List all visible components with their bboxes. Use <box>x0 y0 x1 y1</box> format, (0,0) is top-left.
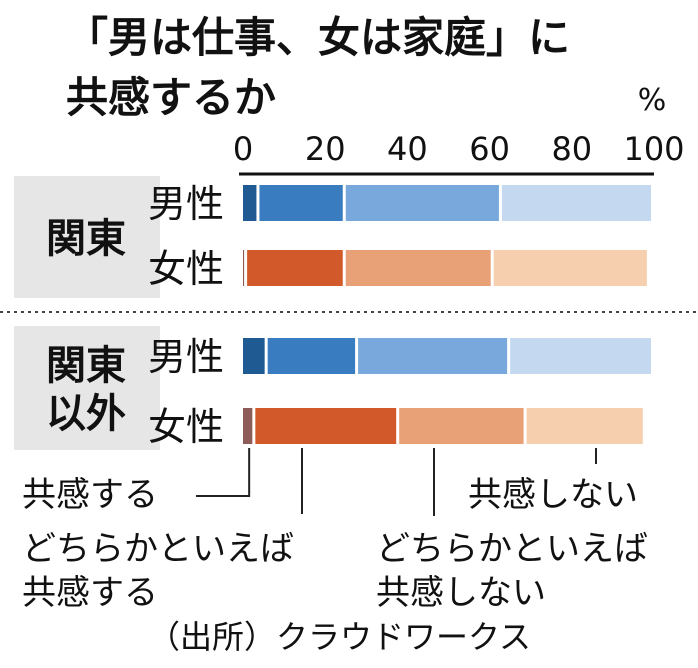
group-label: 関東 <box>46 216 126 262</box>
legend-label: どちらかといえば <box>22 529 294 569</box>
x-axis: % 0 20 40 60 80 100 <box>0 83 698 313</box>
leader-line <box>196 448 251 497</box>
group-box <box>14 176 160 298</box>
unit-label: % <box>638 83 667 118</box>
row-label: 男性 <box>148 335 224 379</box>
legend-label: どちらかといえば <box>376 529 648 569</box>
legend-label: 共感しない <box>376 573 546 613</box>
bar-segment <box>247 250 343 286</box>
bar-segment <box>510 338 651 374</box>
source-text: （出所）クラウドワークス <box>148 618 531 656</box>
tick-label: 0 <box>233 130 253 168</box>
title-line: 「男は仕事、女は家庭」に <box>66 13 570 62</box>
bar-segment <box>243 250 245 286</box>
group-label: 関東 <box>46 343 126 389</box>
legend-label: 共感する <box>22 573 158 613</box>
bar-segment <box>493 250 647 286</box>
bar-segment <box>345 250 491 286</box>
bar-segment <box>243 338 265 374</box>
bar-segment <box>255 408 397 444</box>
title-line: 共感するか <box>66 73 276 122</box>
tick-label: 40 <box>387 130 428 168</box>
tick-label: 80 <box>551 130 592 168</box>
bar-segment <box>358 338 508 374</box>
bar-segment <box>501 185 651 221</box>
row-label: 女性 <box>148 405 224 449</box>
bar-segment <box>243 408 253 444</box>
tick-label: 20 <box>305 130 346 168</box>
group-box <box>14 326 160 450</box>
tick-label: 60 <box>469 130 510 168</box>
row-label: 男性 <box>148 182 224 226</box>
bar-segment <box>526 408 643 444</box>
bar-segment <box>259 185 343 221</box>
bar-segment <box>399 408 524 444</box>
legend-label: 共感しない <box>468 475 638 515</box>
source-note: （出所）クラウドワークス <box>148 618 531 656</box>
group-label: 以外 <box>46 391 126 437</box>
bar-segment <box>243 185 257 221</box>
legend-label: 共感する <box>22 475 158 515</box>
bar-segment <box>345 185 499 221</box>
bar-segment <box>267 338 356 374</box>
row-label: 女性 <box>148 247 224 291</box>
tick-label: 100 <box>623 130 684 168</box>
